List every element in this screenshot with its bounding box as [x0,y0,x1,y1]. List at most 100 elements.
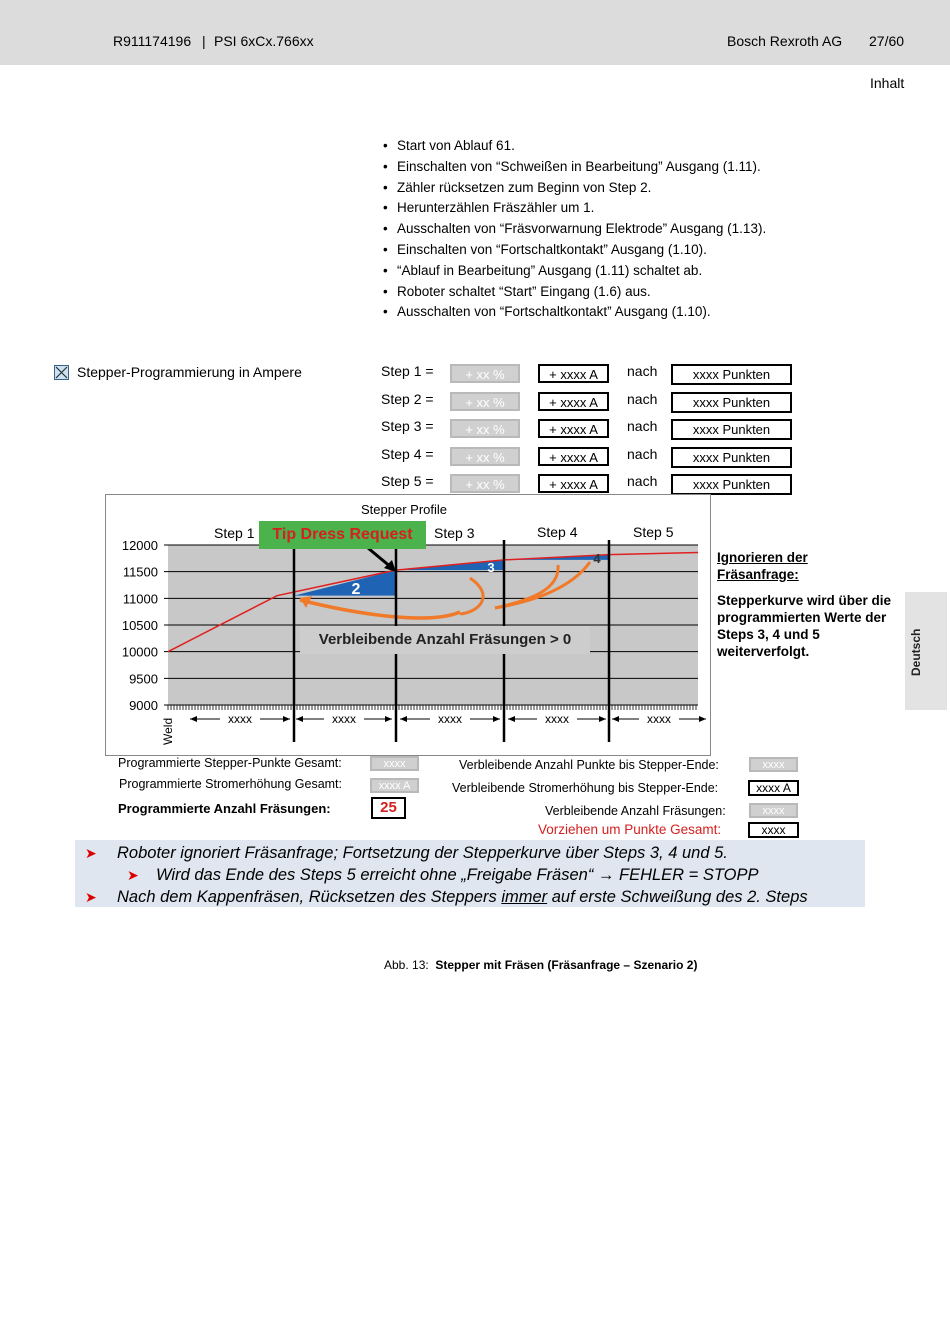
rem-points-field: xxxx [749,757,798,772]
segment-label: xxxx [545,712,569,726]
arrowhead-icon [508,716,515,722]
y-tick-label: 11000 [123,591,158,606]
x-axis-label: Weld [161,717,175,745]
step-points-field[interactable]: xxxx Punkten [671,474,792,495]
step-marker: 2 [352,581,361,598]
nach-label: nach [627,363,658,379]
step-percent-field: + xx % [450,364,520,383]
nach-label: nach [627,473,658,489]
stepper-profile-chart: 12000 11500 11000 10500 10000 9500 9000 xxxx xxx… [122,538,706,742]
list-item: Ausschalten von “Fräsvorwarnung Elektrod… [383,219,766,240]
arrow-bullet-icon: ➤ [85,845,97,861]
note-line: Roboter ignoriert Fräsanfrage; Fortsetzu… [117,844,728,862]
tip-dress-request-callout: Tip Dress Request [259,521,426,549]
arrowhead-icon [400,716,407,722]
arrow-bullet-icon: ➤ [127,867,139,883]
step-amp-field[interactable]: + xxxx A [538,446,609,466]
step-amp-field[interactable]: + xxxx A [538,474,609,493]
step-points-field[interactable]: xxxx Punkten [671,419,792,440]
page-current: 27 [869,33,885,49]
language-tab: Deutsch [905,592,947,710]
step-row-label: Step 2 = [381,390,434,407]
side-note-body: Stepperkurve wird über die programmierte… [717,593,892,659]
page-total: /60 [884,33,905,49]
arrowhead-icon [612,716,619,722]
step-percent-field: + xx % [450,391,520,411]
list-item: Einschalten von “Schweißen in Bearbeitun… [383,157,766,178]
note-text: Nach dem Kappenfräsen, Rücksetzen des St… [117,888,502,906]
arrowhead-icon [384,560,396,572]
separator: | [202,33,206,49]
company: Bosch Rexroth AG [727,33,843,49]
rem-current-field: xxxx A [748,780,799,796]
step-points-field[interactable]: xxxx Punkten [671,446,792,468]
caption-text: Stepper mit Fräsen (Fräsanfrage – Szenar… [435,958,698,972]
prog-points-field: xxxx [370,756,419,771]
arrowhead-icon [385,716,392,722]
step-percent-field: + xx % [450,474,520,493]
step-row-label: Step 5 = [381,473,434,489]
notes-box: ➤ Roboter ignoriert Fräsanfrage; Fortset… [75,840,865,907]
step-2-area [294,570,396,596]
step-label: Step 1 [214,525,255,541]
step-points-field[interactable]: xxxx Punkten [671,364,792,385]
language-label: Deutsch [909,628,923,676]
step-points-field[interactable]: xxxx Punkten [671,391,792,413]
section-title: Inhalt [870,75,905,91]
side-note-title: Fräsanfrage: [717,567,799,582]
list-item: Roboter schaltet “Start” Eingang (1.6) a… [383,282,766,303]
rem-current-label: Verbleibende Stromerhöhung bis Stepper-E… [452,781,719,795]
step-amp-field[interactable]: + xxxx A [538,364,609,383]
rem-dress-label: Verbleibende Anzahl Fräsungen: [545,804,726,818]
step-row-label: Step 3 = [381,418,434,434]
list-item: Ausschalten von “Fortschaltkontakt” Ausg… [383,302,766,323]
remaining-dress-overlay: Verbleibende Anzahl Fräsungen > 0 [300,626,590,654]
note-line: Nach dem Kappenfräsen, Rücksetzen des St… [117,888,808,907]
stepper-checkbox-label: Stepper-Programmierung in Ampere [77,364,302,380]
rem-points-label: Verbleibende Anzahl Punkte bis Stepper-E… [459,758,719,772]
segment-label: xxxx [332,712,356,726]
list-item: Einschalten von “Fortschaltkontakt” Ausg… [383,240,766,261]
y-tick-label: 9500 [129,671,158,686]
note-emphasis: immer [501,888,548,906]
prog-current-field: xxxx A [370,778,419,793]
step-marker: 3 [487,560,494,575]
side-note-title: Ignorieren der [717,550,808,565]
prog-points-label: Programmierte Stepper-Punkte Gesamt: [118,756,342,770]
chart-title: Stepper Profile [361,502,447,517]
caption-number: Abb. 13: [384,958,429,972]
nach-label: nach [627,418,658,434]
arrowhead-icon [296,716,303,722]
step-percent-field: + xx % [450,446,520,466]
y-tick-label: 12000 [122,538,158,553]
page-number: 27/60 [869,33,904,49]
step-label: Step 3 [434,525,475,541]
reset-arrow [494,561,592,610]
figure-caption: Abb. 13: Stepper mit Fräsen (Fräsanfrage… [384,958,697,972]
step-label: Step 4 [537,524,578,540]
segment-label: xxxx [647,712,671,726]
stepper-checkbox[interactable] [54,365,69,380]
arrow-bullet-icon: ➤ [85,889,97,905]
prog-current-label: Programmierte Stromerhöhung Gesamt: [119,777,343,791]
step-amp-field[interactable]: + xxxx A [538,391,609,411]
note-line: Wird das Ende des Steps 5 erreicht ohne … [156,866,759,884]
advance-field: xxxx [748,822,799,838]
step-amp-field[interactable]: + xxxx A [538,419,609,438]
segment-label: xxxx [228,712,252,726]
list-item: Herunterzählen Fräszähler um 1. [383,198,766,219]
nach-label: nach [627,390,658,407]
note-text: auf erste Schweißung des 2. Steps [547,888,808,906]
step-percent-field: + xx % [450,419,520,438]
y-tick-label: 10000 [122,645,158,660]
prog-dress-field[interactable]: 25 [371,797,406,819]
step-row-label: Step 1 = [381,363,434,379]
segment-label: xxxx [438,712,462,726]
list-item: Zähler rücksetzen zum Beginn von Step 2. [383,178,766,199]
arrowhead-icon [493,716,500,722]
arrowhead-icon [283,716,290,722]
check-x-icon [55,366,68,379]
advance-label: Vorziehen um Punkte Gesamt: [538,822,722,837]
step-row-label: Step 4 = [381,445,434,462]
bullet-list: Start von Ablauf 61. Einschalten von “Sc… [383,136,766,323]
